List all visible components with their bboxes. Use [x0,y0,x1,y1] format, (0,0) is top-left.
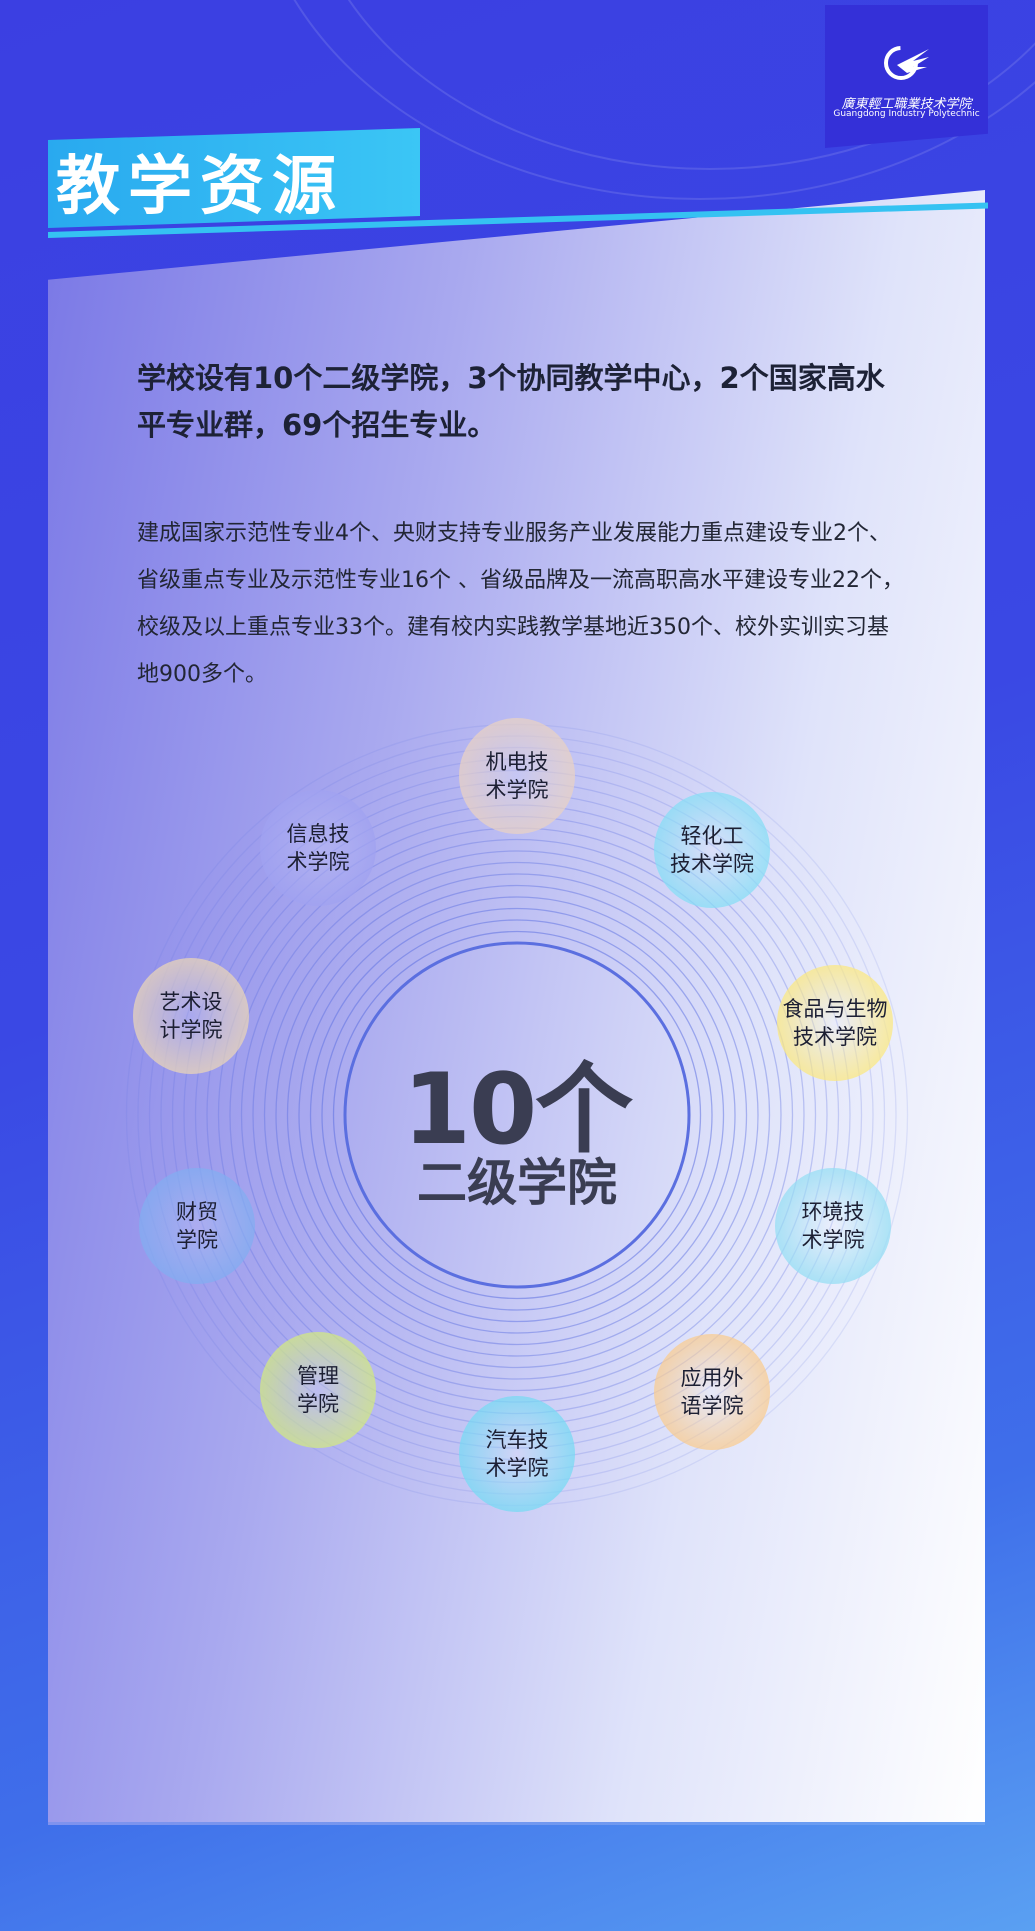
college-label: 环境技 术学院 [801,1200,865,1252]
college-label: 财贸 学院 [176,1200,218,1252]
college-bubble: 汽车技 术学院 [459,1396,575,1512]
page-title: 教学资源 [56,149,344,224]
logo-name-cn: 廣東輕工職業技术学院 [841,97,972,112]
college-bubble: 机电技 术学院 [459,718,575,834]
college-bubble: 轻化工 技术学院 [654,792,770,908]
center-number: 10个 [402,1053,633,1167]
college-label: 信息技 术学院 [286,822,350,874]
college-bubble: 管理 学院 [260,1332,376,1448]
ring [252,850,782,1380]
ring [286,884,748,1346]
body-text: 建成国家示范性专业4个、央财支持专业服务产业发展能力重点建设专业2个、省级重点专… [137,521,904,687]
ring [343,941,691,1289]
college-label: 艺术设 计学院 [159,990,223,1042]
ring [263,861,771,1369]
college-label: 应用外 语学院 [680,1366,744,1418]
ring [298,896,736,1334]
ring [309,907,725,1323]
college-label: 轻化工 技术学院 [670,824,754,876]
college-bubble: 财贸 学院 [139,1168,255,1284]
college-label: 食品与生物 技术学院 [782,997,888,1049]
ring [275,873,759,1357]
school-logo: 廣東輕工職業技术学院 Guangdong Industry Polytechni… [825,5,988,148]
college-label: 管理 学院 [297,1364,339,1416]
college-bubble: 环境技 术学院 [775,1168,891,1284]
college-bubble: 应用外 语学院 [654,1334,770,1450]
header-banner [48,128,420,228]
college-bubble: 信息技 术学院 [260,790,376,906]
bird-logo-icon [884,46,929,80]
logo-name-en: Guangdong Industry Polytechnic [833,109,980,119]
center-label: 二级学院 [417,1154,617,1212]
lead-text: 学校设有10个二级学院，3个协同教学中心，2个国家高水平专业群，69个招生专业。 [137,361,885,442]
ring [240,838,794,1392]
ring [321,919,713,1311]
college-bubble: 食品与生物 技术学院 [777,965,893,1081]
ring [332,930,702,1300]
college-label: 机电技 术学院 [485,750,549,802]
college-label: 汽车技 术学院 [485,1428,549,1480]
college-bubble: 艺术设 计学院 [133,958,249,1074]
